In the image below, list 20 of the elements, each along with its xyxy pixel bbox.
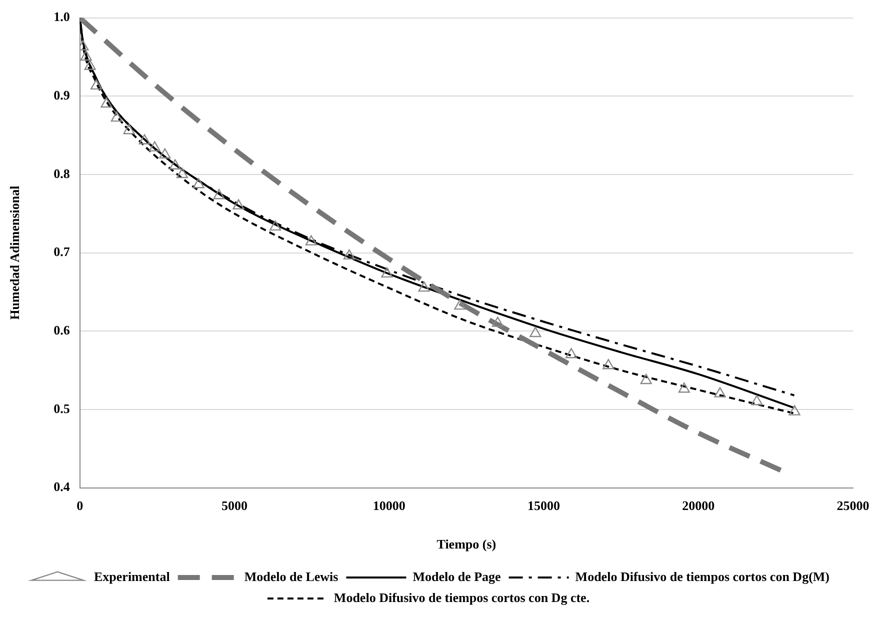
legend-label: Modelo Difusivo de tiempos cortos con Dg(M) [575,568,830,584]
y-axis-title: Humedad Adimensional [7,185,22,320]
y-tick-label: 0.9 [54,87,70,102]
y-tick-label: 0.6 [54,322,70,338]
legend-label: Experimental [94,568,170,584]
legend-label: Modelo de Page [412,568,502,584]
y-tick-label: 0.5 [54,400,70,416]
x-axis-title: Tiempo (s) [436,536,496,552]
y-tick-label: 0.4 [54,479,70,494]
x-tick-label: 10000 [372,498,406,513]
y-tick-label: 0.7 [54,244,70,260]
legend-label: Modelo Difusivo de tiempos cortos con Dg cte. [334,590,590,605]
x-tick-label: 5000 [221,498,248,513]
y-tick-label: 0.8 [54,166,70,181]
x-tick-label: 20000 [682,498,715,513]
y-tick-label: 1.0 [54,9,70,24]
x-tick-label: 25000 [836,498,870,513]
x-tick-label: 15000 [527,498,560,513]
x-tick-label: 0 [76,498,84,513]
legend-label: Modelo de Lewis [244,568,338,584]
